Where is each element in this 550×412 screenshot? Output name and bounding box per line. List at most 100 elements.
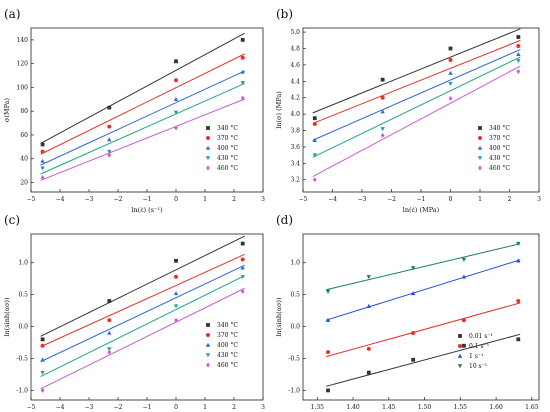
data-point-series-0 xyxy=(240,241,245,246)
x-tick-label: −1 xyxy=(143,404,152,411)
data-point-series-3 xyxy=(107,347,112,352)
data-point-series-2 xyxy=(240,69,245,74)
y-axis-label: ln(sinh(ασ)) xyxy=(275,297,283,336)
legend-label: 460 °C xyxy=(217,362,238,369)
fit-line-series-1 xyxy=(325,302,521,358)
data-point-series-3 xyxy=(448,82,453,87)
data-point-series-0 xyxy=(107,105,112,110)
y-axis-label: σ(MPa) xyxy=(3,97,11,122)
x-tick-label: 1.35 xyxy=(311,404,325,411)
x-tick-label: 2 xyxy=(508,196,512,203)
data-point-series-4 xyxy=(240,95,245,101)
legend: 340 °C 370 °C 400 °C 430 °C 460 °C xyxy=(205,322,238,369)
x-tick-label: 2 xyxy=(232,196,236,203)
data-point-series-1 xyxy=(107,318,112,323)
data-point-series-2 xyxy=(410,291,416,296)
data-point-series-4 xyxy=(516,68,521,74)
legend-marker xyxy=(478,165,482,171)
fit-line-series-2 xyxy=(312,48,521,141)
legend-label: 340 °C xyxy=(217,322,238,329)
data-point-series-4 xyxy=(40,175,45,181)
y-tick-label: 4.4 xyxy=(290,78,300,85)
x-tick-label: 1.45 xyxy=(382,404,396,411)
y-tick-label: 0.5 xyxy=(290,292,300,299)
legend-label: 10 s⁻¹ xyxy=(469,363,487,370)
x-tick-label: −2 xyxy=(387,196,396,203)
fit-line-series-1 xyxy=(40,253,245,348)
legend-marker xyxy=(205,156,211,161)
data-point-series-3 xyxy=(461,257,467,262)
data-point-series-0 xyxy=(174,258,178,263)
legend-label: 340 °C xyxy=(489,125,510,132)
x-tick-label: −3 xyxy=(85,196,94,203)
legend-label: 370 °C xyxy=(489,135,510,142)
plot-frame xyxy=(302,233,540,401)
legend-marker xyxy=(206,323,210,327)
x-tick-label: −5 xyxy=(27,404,36,411)
x-tick-label: −2 xyxy=(114,404,123,411)
legend-label: 370 °C xyxy=(217,332,238,339)
data-point-series-1 xyxy=(312,121,317,126)
legend-marker xyxy=(477,145,483,150)
fit-line-series-2 xyxy=(40,264,245,363)
data-point-series-0 xyxy=(174,59,178,64)
x-tick-label: 0 xyxy=(174,404,178,411)
data-point-series-3 xyxy=(173,110,179,115)
x-tick-label: 0 xyxy=(449,196,453,203)
legend-label: 340 °C xyxy=(217,125,238,132)
legend-marker xyxy=(478,126,482,130)
fit-line-series-3 xyxy=(326,243,521,291)
x-tick-label: 1 xyxy=(203,404,207,411)
x-tick-label: −5 xyxy=(299,196,308,203)
data-point-series-2 xyxy=(516,51,521,56)
data-point-series-3 xyxy=(240,275,245,280)
y-tick-label: 120 xyxy=(17,61,29,68)
data-point-series-0 xyxy=(462,343,466,348)
data-point-series-4 xyxy=(174,317,178,323)
data-point-series-2 xyxy=(107,330,112,335)
x-tick-label: −1 xyxy=(417,196,426,203)
data-point-series-4 xyxy=(40,387,45,393)
fit-line-series-0 xyxy=(40,32,245,144)
x-tick-label: −3 xyxy=(358,196,367,203)
fit-line-series-3 xyxy=(40,275,245,378)
data-point-series-3 xyxy=(312,153,317,158)
x-tick-label: −5 xyxy=(27,196,36,203)
data-point-series-3 xyxy=(240,80,245,85)
y-tick-label: 100 xyxy=(17,84,29,91)
data-point-series-1 xyxy=(174,78,178,83)
data-point-series-2 xyxy=(325,317,331,322)
y-tick-label: 4.6 xyxy=(290,62,300,69)
legend-label: 400 °C xyxy=(217,145,238,152)
y-tick-label: 140 xyxy=(17,37,29,44)
legend-label: 430 °C xyxy=(489,155,510,162)
panel-label: (c) xyxy=(4,213,20,227)
y-tick-label: 3.4 xyxy=(290,160,300,167)
x-axis-label: ln(ε̇) (MPa) xyxy=(403,206,440,214)
x-tick-label: 1.65 xyxy=(525,404,539,411)
data-point-series-2 xyxy=(516,258,521,263)
legend-marker xyxy=(457,353,463,358)
x-tick-label: 1 xyxy=(203,196,207,203)
fit-line-series-1 xyxy=(312,39,521,124)
x-tick-label: 3 xyxy=(261,196,265,203)
data-point-series-2 xyxy=(40,357,45,362)
y-tick-label: 60 xyxy=(20,132,28,139)
data-point-series-4 xyxy=(448,96,453,101)
legend-marker xyxy=(457,364,463,369)
x-tick-label: −4 xyxy=(56,196,65,203)
y-tick-label: 3.6 xyxy=(290,144,300,151)
data-point-series-3 xyxy=(516,241,521,246)
fit-line-series-0 xyxy=(312,28,521,114)
legend-marker xyxy=(205,353,211,358)
data-point-series-4 xyxy=(107,349,112,355)
data-point-series-3 xyxy=(366,275,371,280)
legend-marker xyxy=(458,334,462,338)
data-point-series-3 xyxy=(107,149,112,154)
legend: 340 °C 370 °C 400 °C 430 °C 460 °C xyxy=(205,125,238,172)
legend-marker xyxy=(206,126,210,130)
data-point-series-1 xyxy=(461,318,466,323)
x-tick-label: 3 xyxy=(537,196,541,203)
data-point-series-0 xyxy=(448,46,453,51)
y-tick-label: 4.0 xyxy=(290,111,300,118)
